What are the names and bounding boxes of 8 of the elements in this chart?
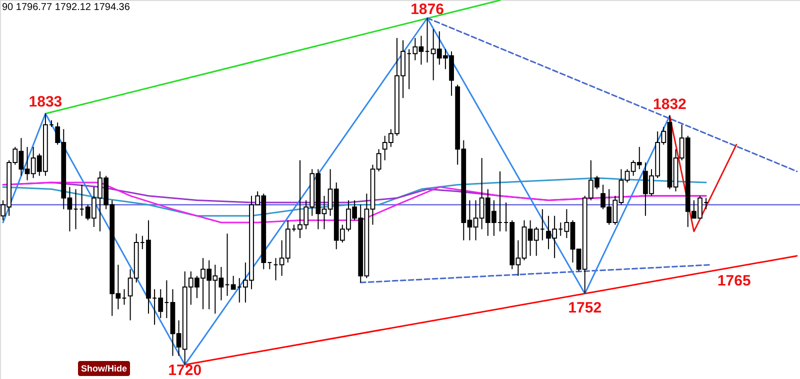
annotation: Show/Hide xyxy=(80,364,128,374)
annotation: 1876 xyxy=(410,1,444,18)
annotation: 1752 xyxy=(568,300,602,317)
annotation: 90 1796.77 1792.12 1794.36 xyxy=(2,2,130,13)
annotation: 1765 xyxy=(717,272,751,290)
annotation: 1832 xyxy=(653,96,686,113)
annotation: 1833 xyxy=(28,94,62,111)
annotation: 1720 xyxy=(168,362,202,379)
